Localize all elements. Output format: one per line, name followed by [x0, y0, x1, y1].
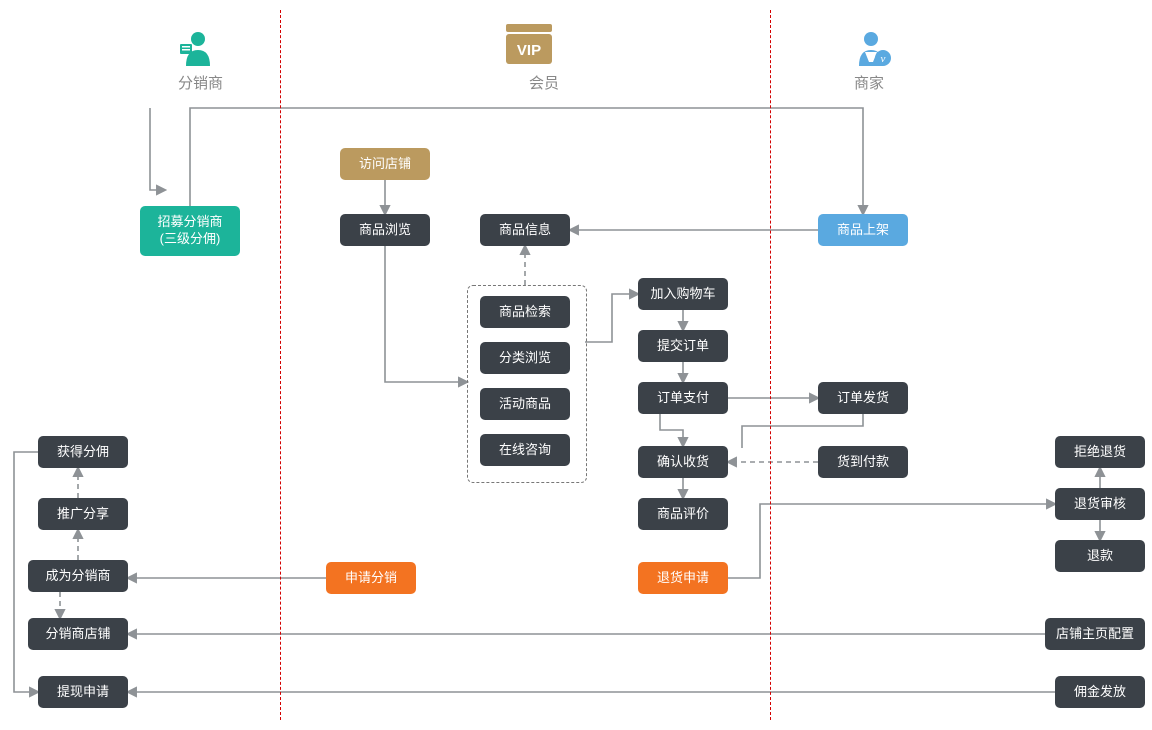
node-search: 商品检索	[480, 296, 570, 328]
node-refund_audit: 退货审核	[1055, 488, 1145, 520]
node-category: 分类浏览	[480, 342, 570, 374]
node-submit: 提交订单	[638, 330, 728, 362]
node-info: 商品信息	[480, 214, 570, 246]
member-icon: VIP	[506, 24, 552, 69]
svg-text:v: v	[881, 53, 886, 65]
distributor-title: 分销商	[178, 72, 223, 93]
member-title: 会员	[529, 72, 559, 93]
node-refund_reject: 拒绝退货	[1055, 436, 1145, 468]
edge-pay->confirm	[660, 414, 683, 446]
edge-ship->confirm	[742, 414, 863, 448]
node-become: 成为分销商	[28, 560, 128, 592]
node-pay: 订单支付	[638, 382, 728, 414]
node-withdraw: 提现申请	[38, 676, 128, 708]
node-listing: 商品上架	[818, 214, 908, 246]
column-separator	[770, 10, 771, 720]
node-cod: 货到付款	[818, 446, 908, 478]
node-ship: 订单发货	[818, 382, 908, 414]
node-refund_req: 退货申请	[638, 562, 728, 594]
node-refund_pay: 退款	[1055, 540, 1145, 572]
edge-recruit_in	[150, 108, 165, 190]
node-share: 推广分享	[38, 498, 128, 530]
node-cart: 加入购物车	[638, 278, 728, 310]
node-recruit: 招募分销商(三级分佣)	[140, 206, 240, 256]
distributor-icon	[178, 30, 212, 73]
node-commission_out: 佣金发放	[1055, 676, 1145, 708]
node-dist_shop: 分销商店铺	[28, 618, 128, 650]
node-consult: 在线咨询	[480, 434, 570, 466]
edge-refund_req->audit	[728, 504, 1055, 578]
flowchart-canvas: 分销商 VIP 会员 v 商家招募分销商(三级分佣) 访问店铺商品浏览 商品信息 商品上架商品…	[0, 0, 1152, 730]
edge-recruit_top	[190, 108, 863, 214]
node-visit: 访问店铺	[340, 148, 430, 180]
node-promo: 活动商品	[480, 388, 570, 420]
merchant-icon: v	[854, 30, 892, 73]
node-review: 商品评价	[638, 498, 728, 530]
edge-browse->dashbox	[385, 246, 467, 382]
node-browse: 商品浏览	[340, 214, 430, 246]
svg-text:VIP: VIP	[517, 42, 541, 59]
node-confirm: 确认收货	[638, 446, 728, 478]
node-get_comm: 获得分佣	[38, 436, 128, 468]
edge-dashbox->cart	[585, 294, 638, 342]
node-shop_cfg: 店铺主页配置	[1045, 618, 1145, 650]
node-apply_dist: 申请分销	[326, 562, 416, 594]
column-separator	[280, 10, 281, 720]
merchant-title: 商家	[854, 72, 884, 93]
